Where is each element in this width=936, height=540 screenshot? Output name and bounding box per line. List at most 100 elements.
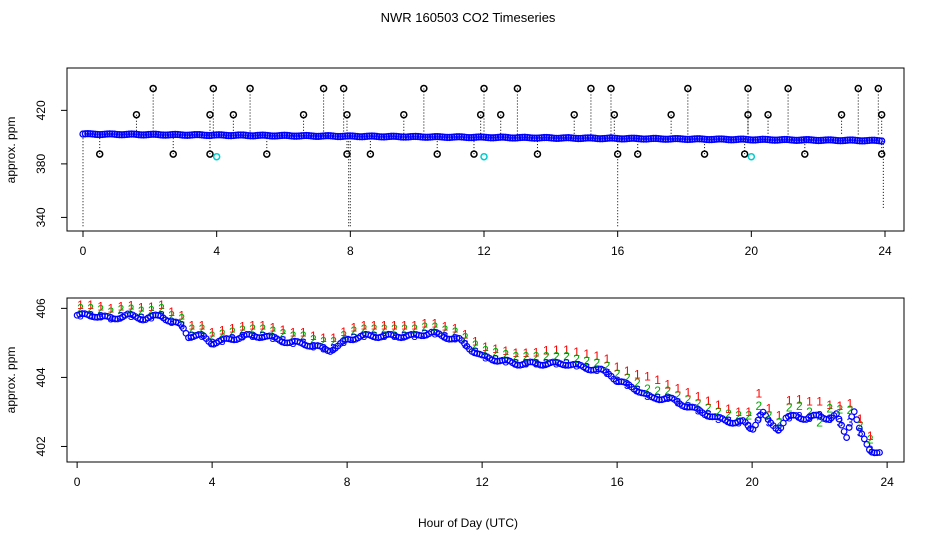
series3-label-mark: 3 — [482, 350, 489, 364]
baseline-point — [555, 134, 563, 142]
baseline-point — [586, 134, 595, 142]
baseline-point — [81, 130, 90, 138]
series3-point — [855, 424, 863, 432]
baseline-point — [331, 132, 340, 141]
baseline-point — [399, 133, 408, 141]
baseline-point — [353, 132, 361, 141]
baseline-point — [846, 136, 854, 144]
baseline-point — [144, 130, 153, 139]
series1-label-mark: 1 — [695, 390, 702, 404]
baseline-point — [348, 132, 357, 140]
baseline-point — [319, 132, 327, 140]
series2-label-mark: 2 — [280, 327, 287, 341]
series1-label-mark: 1 — [826, 398, 833, 412]
series1-label-mark: 1 — [644, 370, 651, 384]
series2-label-mark: 2 — [432, 320, 439, 334]
series1-label-mark: 1 — [259, 319, 266, 333]
baseline-point — [841, 136, 849, 145]
top-panel: approx. ppm 0 4 8 12 16 20 24 340 380 420 — [4, 67, 905, 258]
series2-label-mark: 2 — [77, 301, 84, 315]
flag-point-high — [877, 110, 886, 119]
baseline-point — [181, 131, 189, 139]
bottom-marks: 1 1 1 1 1 1 1 1 1 1 11 1 1 1 1 1 1 1 1 1 1 1 1 1 1 1 1 1 1 1 1 1 1 1 1 1 1 11… — [73, 298, 883, 457]
baseline-point — [365, 132, 374, 140]
baseline-point — [827, 136, 835, 144]
series3-label-mark: 3 — [583, 361, 590, 375]
baseline-point — [295, 132, 303, 140]
baseline-point — [113, 130, 121, 139]
series2-label-mark: 2 — [644, 382, 651, 396]
baseline-point — [725, 136, 733, 144]
flag-point-high — [480, 84, 488, 93]
flag-point-low — [633, 150, 642, 158]
series1-label-mark: 1 — [148, 300, 155, 314]
series1-label-mark: 1 — [249, 319, 256, 333]
baseline-point — [164, 131, 172, 139]
baseline-point — [363, 132, 371, 140]
baseline-point — [635, 135, 643, 143]
series3-label-mark: 3 — [786, 411, 793, 425]
flag-point-low — [801, 150, 809, 158]
series1-label-mark: 1 — [290, 326, 297, 340]
series2-label-mark: 2 — [229, 325, 236, 339]
baseline-point — [343, 132, 352, 140]
baseline-point — [142, 131, 150, 139]
baseline-point — [115, 131, 124, 139]
series1-label-mark: 1 — [685, 386, 692, 400]
baseline-point — [334, 132, 342, 141]
x-tick-label: 4 — [209, 475, 216, 489]
baseline-point — [516, 133, 524, 142]
baseline-point — [404, 133, 412, 141]
series2-label-mark: 2 — [826, 401, 833, 415]
baseline-point — [208, 131, 216, 139]
baseline-point — [108, 130, 116, 138]
series3-label-mark: 3 — [229, 332, 236, 346]
series2-label-mark: 2 — [786, 400, 793, 414]
cyan-point — [480, 152, 488, 161]
flag-point-high — [476, 110, 485, 119]
baseline-point — [441, 133, 449, 141]
baseline-point — [249, 132, 257, 140]
flag-point-high — [513, 84, 522, 93]
baseline-point — [86, 130, 94, 138]
baseline-point — [203, 131, 211, 140]
series1-label-mark: 1 — [604, 352, 611, 366]
baseline-point — [499, 133, 507, 141]
series1-label-mark: 1 — [675, 381, 682, 395]
series2-label-mark: 2 — [320, 335, 327, 349]
series3-label-mark: 3 — [401, 329, 408, 343]
flag-point-high — [132, 110, 141, 119]
baseline-point — [436, 133, 444, 141]
baseline-point — [487, 134, 495, 142]
flag-point-high — [299, 110, 308, 119]
baseline-point — [666, 135, 675, 143]
series2-label-mark: 2 — [118, 303, 125, 317]
series1-label-mark: 1 — [745, 405, 752, 419]
baseline-point — [120, 130, 128, 139]
baseline-point — [288, 132, 296, 140]
baseline-point — [766, 136, 774, 144]
baseline-point — [625, 134, 633, 143]
baseline-point — [603, 134, 611, 142]
series1-label-mark: 1 — [108, 301, 115, 315]
cyan-point — [212, 152, 221, 161]
baseline-point — [470, 133, 478, 142]
series3-label-mark: 3 — [513, 357, 520, 371]
series2-label-mark: 2 — [209, 329, 216, 343]
series3-label-mark: 3 — [725, 414, 732, 428]
baseline-point — [489, 134, 497, 142]
baseline-point — [780, 135, 789, 144]
baseline-point — [538, 134, 546, 142]
baseline-point — [273, 132, 281, 140]
series3-point — [840, 428, 848, 435]
baseline-point — [239, 131, 247, 139]
flag-point-low — [206, 150, 214, 158]
baseline-point — [123, 130, 131, 139]
series2-label-mark: 2 — [634, 376, 641, 390]
baseline-point — [225, 131, 233, 140]
baseline-point — [618, 135, 626, 143]
series3-label-mark: 3 — [168, 315, 175, 329]
series3-label-mark: 3 — [178, 319, 185, 333]
baseline-point — [608, 134, 616, 142]
baseline-point — [98, 130, 107, 139]
